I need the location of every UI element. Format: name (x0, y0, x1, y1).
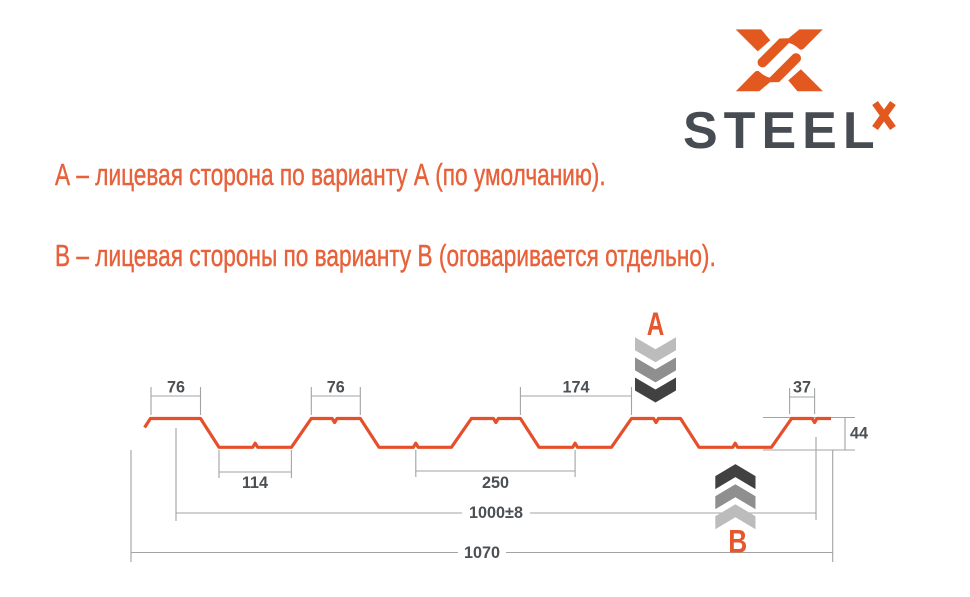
svg-text:76: 76 (167, 379, 185, 397)
svg-text:44: 44 (850, 425, 868, 443)
svg-text:250: 250 (482, 474, 509, 492)
svg-text:114: 114 (242, 474, 268, 492)
svg-text:A: A (647, 306, 665, 342)
svg-text:B: B (728, 524, 747, 560)
svg-text:174: 174 (562, 379, 589, 397)
svg-text:76: 76 (327, 379, 345, 397)
svg-text:37: 37 (793, 379, 811, 397)
svg-text:1070: 1070 (464, 544, 500, 562)
svg-text:1000±8: 1000±8 (469, 504, 523, 522)
